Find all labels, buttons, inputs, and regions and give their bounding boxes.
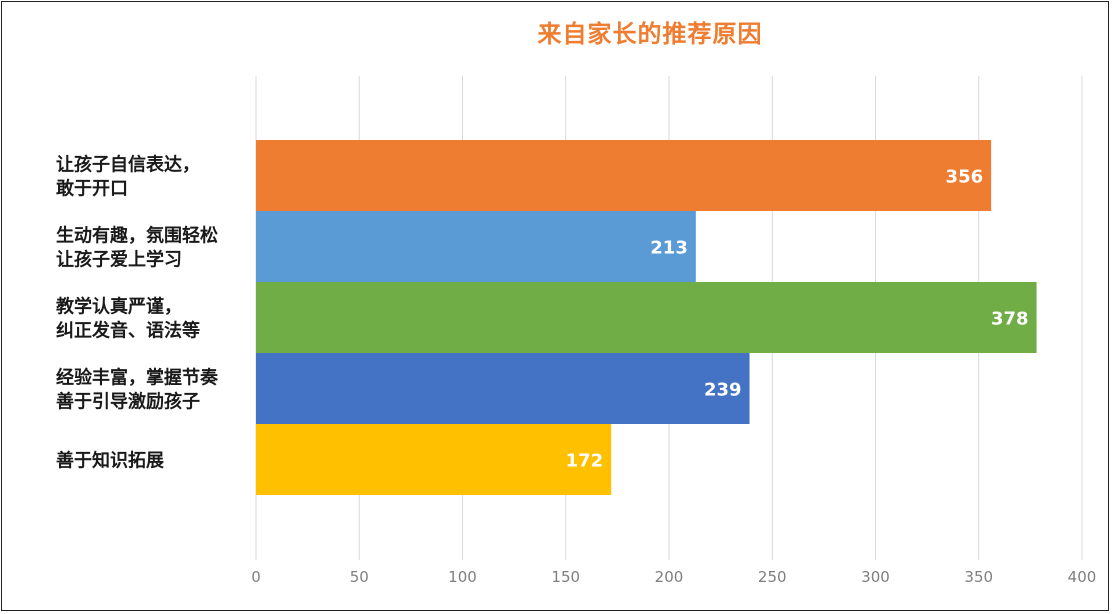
x-tick-label: 50 — [350, 568, 369, 586]
bar — [256, 140, 992, 211]
category-label-line: 敢于开口 — [56, 178, 128, 200]
x-tick-label: 0 — [251, 568, 261, 586]
x-tick-label: 250 — [758, 568, 787, 586]
bar — [256, 424, 612, 495]
category-label-line: 生动有趣，氛围轻松 — [56, 225, 218, 247]
x-tick-label: 400 — [1068, 568, 1097, 586]
bar — [256, 211, 696, 282]
data-label: 356 — [946, 167, 984, 188]
x-tick-label: 200 — [655, 568, 684, 586]
chart-title: 来自家长的推荐原因 — [537, 20, 763, 48]
x-tick-label: 350 — [964, 568, 993, 586]
bar — [256, 353, 750, 424]
category-label: 经验丰富，掌握节奏善于引导激励孩子 — [56, 367, 219, 413]
category-label: 教学认真严谨，纠正发音、语法等 — [56, 296, 200, 342]
x-tick-label: 150 — [551, 568, 580, 586]
category-label-line: 教学认真严谨， — [56, 296, 182, 318]
category-label-line: 让孩子自信表达， — [56, 154, 200, 176]
data-label: 172 — [566, 451, 604, 472]
data-label: 239 — [704, 380, 742, 401]
category-label: 让孩子自信表达，敢于开口 — [56, 154, 200, 200]
bar — [256, 282, 1037, 353]
category-label-line: 让孩子爱上学习 — [56, 249, 182, 271]
category-label-line: 善于引导激励孩子 — [56, 391, 200, 413]
x-tick-label: 100 — [448, 568, 477, 586]
category-label-line: 经验丰富，掌握节奏 — [56, 367, 219, 389]
category-label: 生动有趣，氛围轻松让孩子爱上学习 — [56, 225, 218, 271]
category-label-line: 善于知识拓展 — [56, 450, 165, 472]
category-label: 善于知识拓展 — [56, 450, 165, 472]
data-label: 378 — [991, 309, 1029, 330]
category-label-line: 纠正发音、语法等 — [56, 320, 200, 342]
x-tick-label: 300 — [861, 568, 890, 586]
data-label: 213 — [650, 238, 688, 259]
